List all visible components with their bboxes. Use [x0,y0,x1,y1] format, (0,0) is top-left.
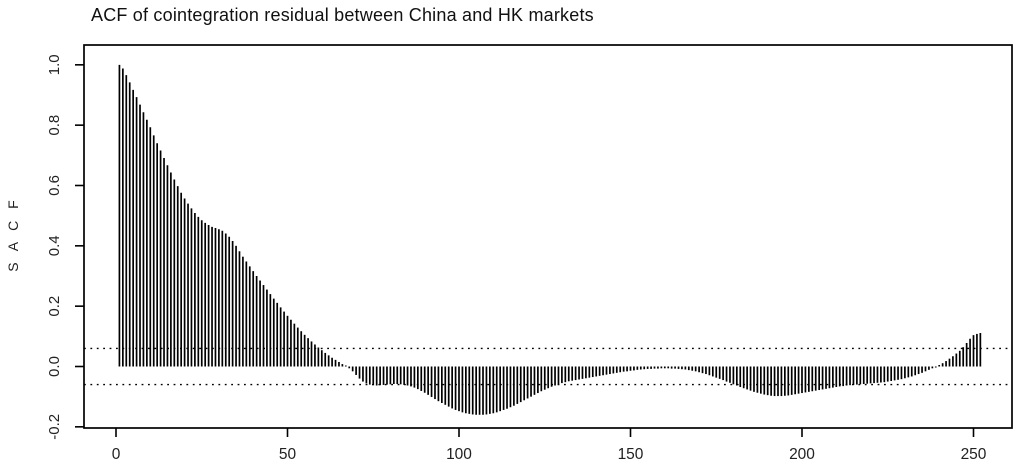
y-axis: -0.2 0.0 0.2 0.4 0.6 0.8 1.0 [46,54,84,440]
chart-title: ACF of cointegration residual between Ch… [91,5,594,25]
acf-bars [118,64,982,415]
svg-text:50: 50 [279,446,297,463]
svg-text:0.6: 0.6 [46,175,63,196]
svg-text:0.0: 0.0 [46,356,63,377]
svg-text:250: 250 [961,446,987,463]
svg-text:100: 100 [446,446,472,463]
svg-text:-0.2: -0.2 [46,414,63,440]
svg-text:200: 200 [789,446,815,463]
y-axis-label: S A C F [5,196,21,272]
svg-text:0.8: 0.8 [46,115,63,136]
svg-text:0: 0 [112,446,121,463]
plot-box [83,44,1013,429]
svg-text:150: 150 [618,446,644,463]
svg-text:0.4: 0.4 [46,235,63,256]
svg-text:0.2: 0.2 [46,296,63,317]
x-axis: 0 50 100 150 200 250 [112,428,987,463]
svg-text:1.0: 1.0 [46,54,63,75]
